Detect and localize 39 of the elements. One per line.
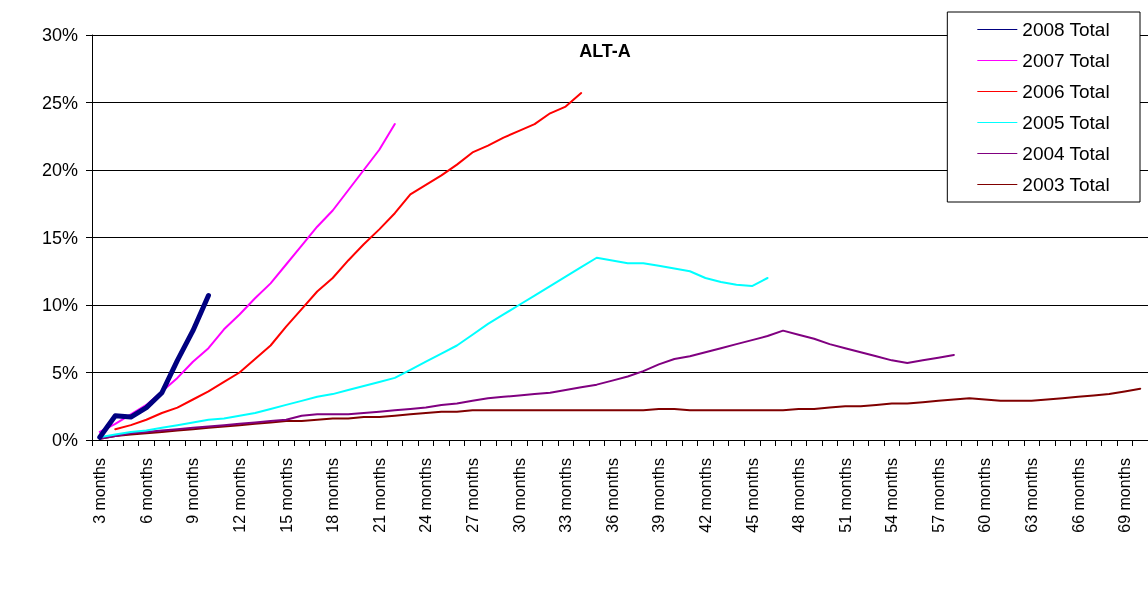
x-tick-label: 36 months (603, 458, 621, 533)
x-tick-label: 69 months (1116, 458, 1134, 533)
legend-label: 2006 Total (1022, 81, 1110, 102)
x-tick-label: 54 months (883, 458, 901, 533)
y-tick-label: 15% (41, 227, 78, 248)
x-tick-label: 27 months (463, 458, 481, 533)
y-tick-label: 20% (41, 160, 78, 180)
y-tick-label: 10% (41, 295, 78, 315)
x-tick-label: 24 months (417, 458, 435, 533)
x-tick-label: 21 months (370, 458, 388, 533)
legend-label: 2007 Total (1022, 50, 1110, 71)
x-tick-label: 60 months (976, 458, 994, 533)
x-tick-label: 3 months (91, 458, 109, 524)
y-tick-label: 5% (51, 362, 78, 383)
x-tick-label: 66 months (1069, 458, 1087, 533)
x-tick-label: 33 months (557, 458, 575, 533)
x-tick-label: 30 months (510, 458, 528, 533)
x-tick-label: 42 months (696, 458, 714, 533)
line-series (98, 123, 396, 433)
legend-label: 2005 Total (1022, 112, 1110, 133)
x-tick-label: 39 months (650, 458, 668, 533)
x-tick-label: 63 months (1023, 458, 1041, 533)
x-tick-label: 6 months (137, 458, 155, 524)
legend-label: 2008 Total (1022, 19, 1110, 40)
chart-title: ALT-A (579, 41, 631, 61)
x-tick-label: 18 months (324, 458, 342, 533)
x-tick-label: 48 months (790, 458, 808, 533)
legend-label: 2004 Total (1022, 143, 1110, 164)
x-tick-label: 15 months (277, 458, 295, 533)
x-tick-label: 9 months (184, 458, 202, 524)
y-tick-label: 30% (41, 25, 78, 45)
line-series (114, 92, 583, 431)
x-tick-label: 51 months (836, 458, 854, 533)
y-tick-label: 25% (41, 92, 78, 113)
y-tick-label: 0% (51, 430, 78, 450)
x-tick-label: 57 months (929, 458, 947, 533)
x-tick-label: 45 months (743, 458, 761, 533)
x-tick-label: 12 months (231, 458, 249, 533)
legend-label: 2003 Total (1022, 174, 1110, 195)
